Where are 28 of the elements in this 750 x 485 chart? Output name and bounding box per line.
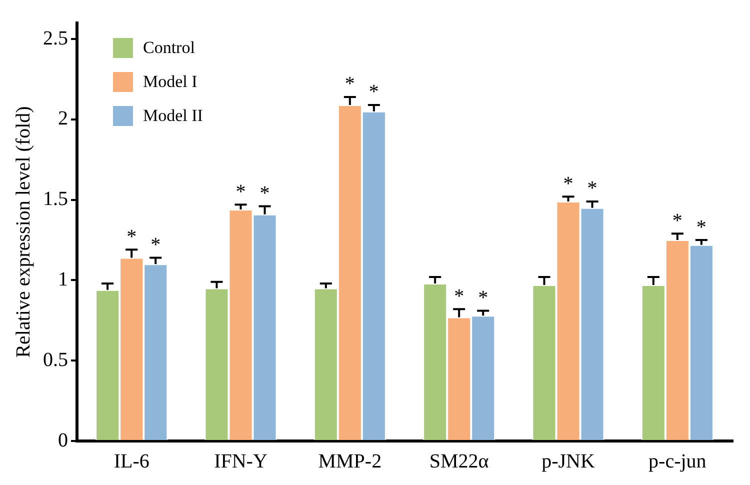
annotation: * xyxy=(563,172,574,195)
y-tick-label: 0.5 xyxy=(43,348,68,371)
y-tick-label: 0 xyxy=(58,429,68,452)
annotation: * xyxy=(696,216,706,238)
x-tick-label: IL-6 xyxy=(114,450,150,472)
annotation: * xyxy=(454,285,464,308)
y-axis-title: Relative expression level (fold) xyxy=(12,106,34,358)
x-tick-label: p-c-jun xyxy=(648,450,706,472)
annotation: * xyxy=(236,180,246,203)
annotation: * xyxy=(126,226,137,248)
annotation: * xyxy=(344,73,355,96)
annotation: * xyxy=(672,210,682,232)
annotation: * xyxy=(587,178,598,200)
legend-label: Model II xyxy=(143,106,203,126)
x-tick-label: SM22α xyxy=(429,450,490,472)
legend-label: Control xyxy=(143,38,195,58)
annotation: * xyxy=(368,81,379,104)
annotation: * xyxy=(150,234,161,256)
x-tick-label: MMP-2 xyxy=(318,450,382,472)
y-tick-label: 1.5 xyxy=(43,188,68,210)
y-tick-label: 2.5 xyxy=(43,27,68,50)
y-tick-label: 1 xyxy=(58,268,68,290)
legend-label: Model I xyxy=(143,72,198,92)
annotation: * xyxy=(478,287,488,310)
annotation: * xyxy=(260,182,270,205)
y-tick-label: 2 xyxy=(58,108,68,130)
x-tick-label: p-JNK xyxy=(542,450,596,472)
x-tick-label: IFN-Y xyxy=(214,450,268,472)
